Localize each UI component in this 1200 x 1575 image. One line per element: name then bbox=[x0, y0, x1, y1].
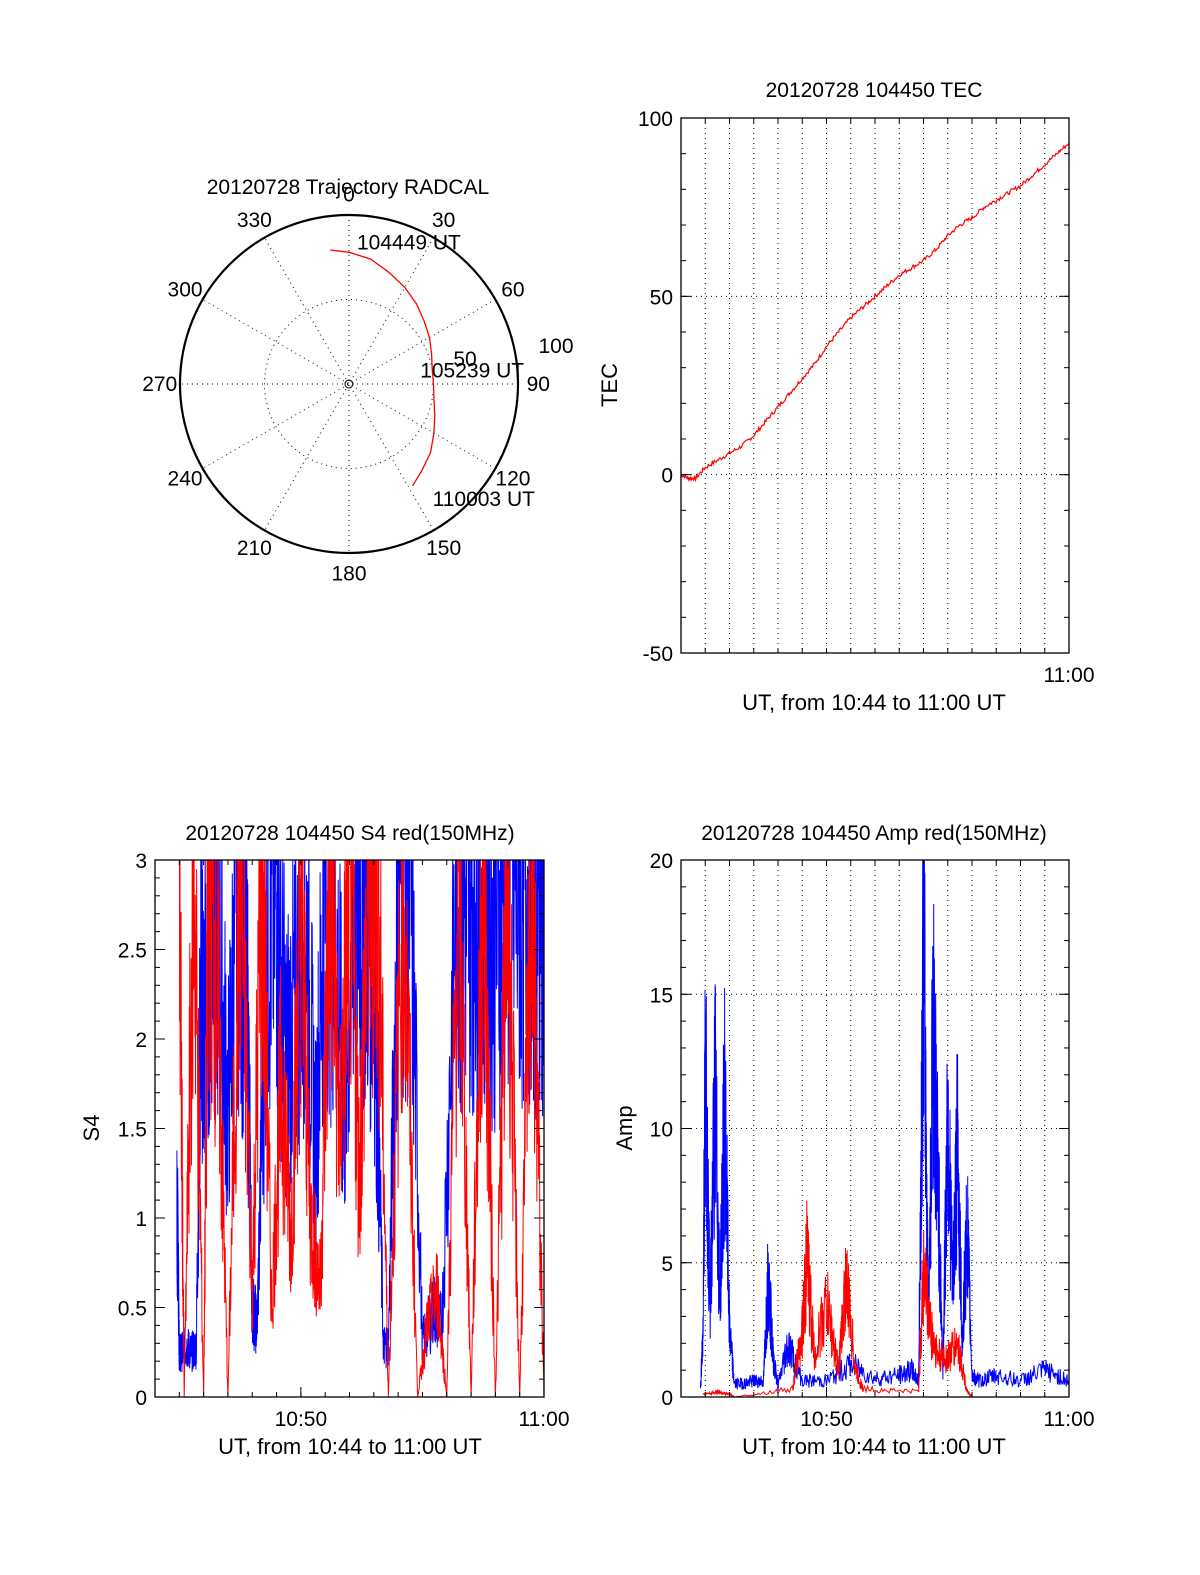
tec-y-tick-label: 0 bbox=[661, 465, 673, 488]
amp-chart-title: 20120728 104450 Amp red(150MHz) bbox=[701, 822, 1047, 845]
polar-azimuth-label: 180 bbox=[331, 562, 366, 585]
amp-y-tick-label: 15 bbox=[650, 984, 673, 1007]
amp-series-group bbox=[699, 860, 1069, 1397]
s4-x-tick-label: 10:50 bbox=[275, 1408, 328, 1431]
polar-radial-label: 50 bbox=[453, 348, 476, 371]
s4-series-line-0 bbox=[176, 860, 544, 1373]
polar-time-annotation: 110003 UT bbox=[433, 488, 536, 511]
polar-azimuth-label: 270 bbox=[142, 373, 177, 396]
amp-series-line-0 bbox=[699, 860, 1069, 1391]
s4-series-line-1 bbox=[179, 860, 544, 1397]
tec-series-line-0 bbox=[681, 142, 1069, 483]
polar-azimuth-label: 240 bbox=[168, 468, 203, 491]
amp-x-tick-label: 10:50 bbox=[800, 1408, 853, 1431]
s4-chart: 20120728 104450 S4 red(150MHz) UT, from … bbox=[79, 822, 570, 1459]
polar-azimuth-label: 60 bbox=[501, 278, 524, 301]
polar-trajectory-chart: 20120728 Trajectory RADCAL 0 30 60 90 120 150… bbox=[142, 176, 573, 585]
amp-x-axis-label: UT, from 10:44 to 11:00 UT bbox=[742, 1434, 1006, 1459]
polar-trajectory-line bbox=[330, 249, 436, 487]
polar-time-annotation: 105239 UT bbox=[420, 359, 524, 382]
s4-y-tick-label: 3 bbox=[135, 850, 147, 873]
s4-y-tick-label: 2 bbox=[135, 1029, 147, 1052]
s4-y-tick-label: 1.5 bbox=[118, 1119, 147, 1142]
tec-y-axis-label: TEC bbox=[597, 363, 622, 407]
amp-chart: 20120728 104450 Amp red(150MHz) UT, from… bbox=[612, 822, 1095, 1459]
polar-center-marker bbox=[344, 379, 354, 389]
s4-series-group bbox=[176, 860, 544, 1397]
polar-time-annotation: 104449 UT bbox=[357, 232, 461, 255]
amp-y-tick-label: 10 bbox=[650, 1119, 673, 1142]
tec-y-tick-label: -50 bbox=[643, 643, 673, 666]
polar-radial-label: 100 bbox=[538, 335, 573, 358]
tec-chart: 20120728 104450 TEC UT, from 10:44 to 11… bbox=[597, 79, 1095, 715]
amp-y-axis-label: Amp bbox=[612, 1105, 637, 1150]
polar-azimuth-label: 330 bbox=[237, 209, 272, 232]
polar-azimuth-label: 150 bbox=[426, 537, 461, 560]
tec-chart-title: 20120728 104450 TEC bbox=[766, 79, 983, 102]
s4-y-tick-label: 0.5 bbox=[118, 1298, 147, 1321]
s4-y-axis-label: S4 bbox=[79, 1115, 104, 1142]
s4-x-tick-label: 11:00 bbox=[519, 1408, 570, 1431]
polar-azimuth-label: 120 bbox=[495, 468, 530, 491]
amp-y-tick-label: 0 bbox=[661, 1387, 673, 1410]
tec-y-tick-label: 100 bbox=[638, 108, 673, 131]
s4-y-tick-label: 1 bbox=[135, 1208, 147, 1231]
polar-azimuth-label: 0 bbox=[343, 184, 355, 207]
polar-grid-circle bbox=[264, 299, 434, 469]
polar-azimuth-label: 210 bbox=[237, 537, 272, 560]
tec-x-tick-label: 11:00 bbox=[1044, 664, 1095, 687]
polar-chart-title: 20120728 Trajectory RADCAL bbox=[207, 176, 490, 199]
s4-x-axis-label: UT, from 10:44 to 11:00 UT bbox=[218, 1434, 482, 1459]
s4-y-tick-label: 0 bbox=[135, 1387, 147, 1410]
tec-series-group bbox=[681, 142, 1069, 483]
amp-y-tick-label: 5 bbox=[661, 1253, 673, 1276]
tec-y-tick-label: 50 bbox=[650, 286, 673, 309]
polar-azimuth-label: 30 bbox=[432, 209, 455, 232]
amp-y-tick-label: 20 bbox=[650, 850, 673, 873]
amp-series-line-1 bbox=[702, 1200, 973, 1397]
polar-azimuth-label: 90 bbox=[527, 373, 550, 396]
tec-x-axis-label: UT, from 10:44 to 11:00 UT bbox=[742, 690, 1006, 715]
s4-chart-title: 20120728 104450 S4 red(150MHz) bbox=[185, 822, 514, 845]
polar-azimuth-label: 300 bbox=[168, 278, 203, 301]
amp-x-tick-label: 11:00 bbox=[1044, 1408, 1095, 1431]
s4-y-tick-label: 2.5 bbox=[118, 940, 147, 963]
